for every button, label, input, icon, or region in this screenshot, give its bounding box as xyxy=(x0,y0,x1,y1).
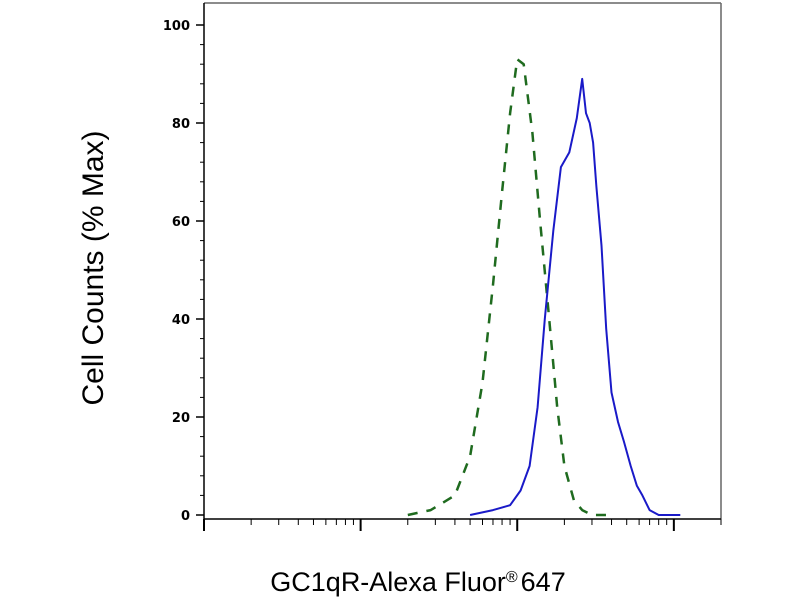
y-tick-label: 80 xyxy=(172,117,190,132)
series-layer xyxy=(407,58,681,517)
x-axis-label: GC1qR-Alexa Fluor® 647 xyxy=(270,567,565,597)
stained-histogram-line xyxy=(469,77,681,516)
y-tick-label: 0 xyxy=(181,509,190,524)
y-axis-label: Cell Counts (% Max) xyxy=(77,130,110,405)
x-axis xyxy=(203,519,722,531)
y-axis: 0 20 40 60 80 100 xyxy=(163,19,204,524)
registered-mark: ® xyxy=(506,569,518,586)
x-axis-label-main: GC1qR-Alexa Fluor xyxy=(270,567,506,597)
plot-frame xyxy=(203,2,722,520)
control-histogram-line xyxy=(407,58,612,517)
y-tick-label: 100 xyxy=(163,19,190,34)
y-tick-label: 20 xyxy=(172,411,190,426)
y-tick-label: 40 xyxy=(172,313,190,328)
y-tick-label: 60 xyxy=(172,215,190,230)
x-axis-label-suffix: 647 xyxy=(521,567,566,597)
